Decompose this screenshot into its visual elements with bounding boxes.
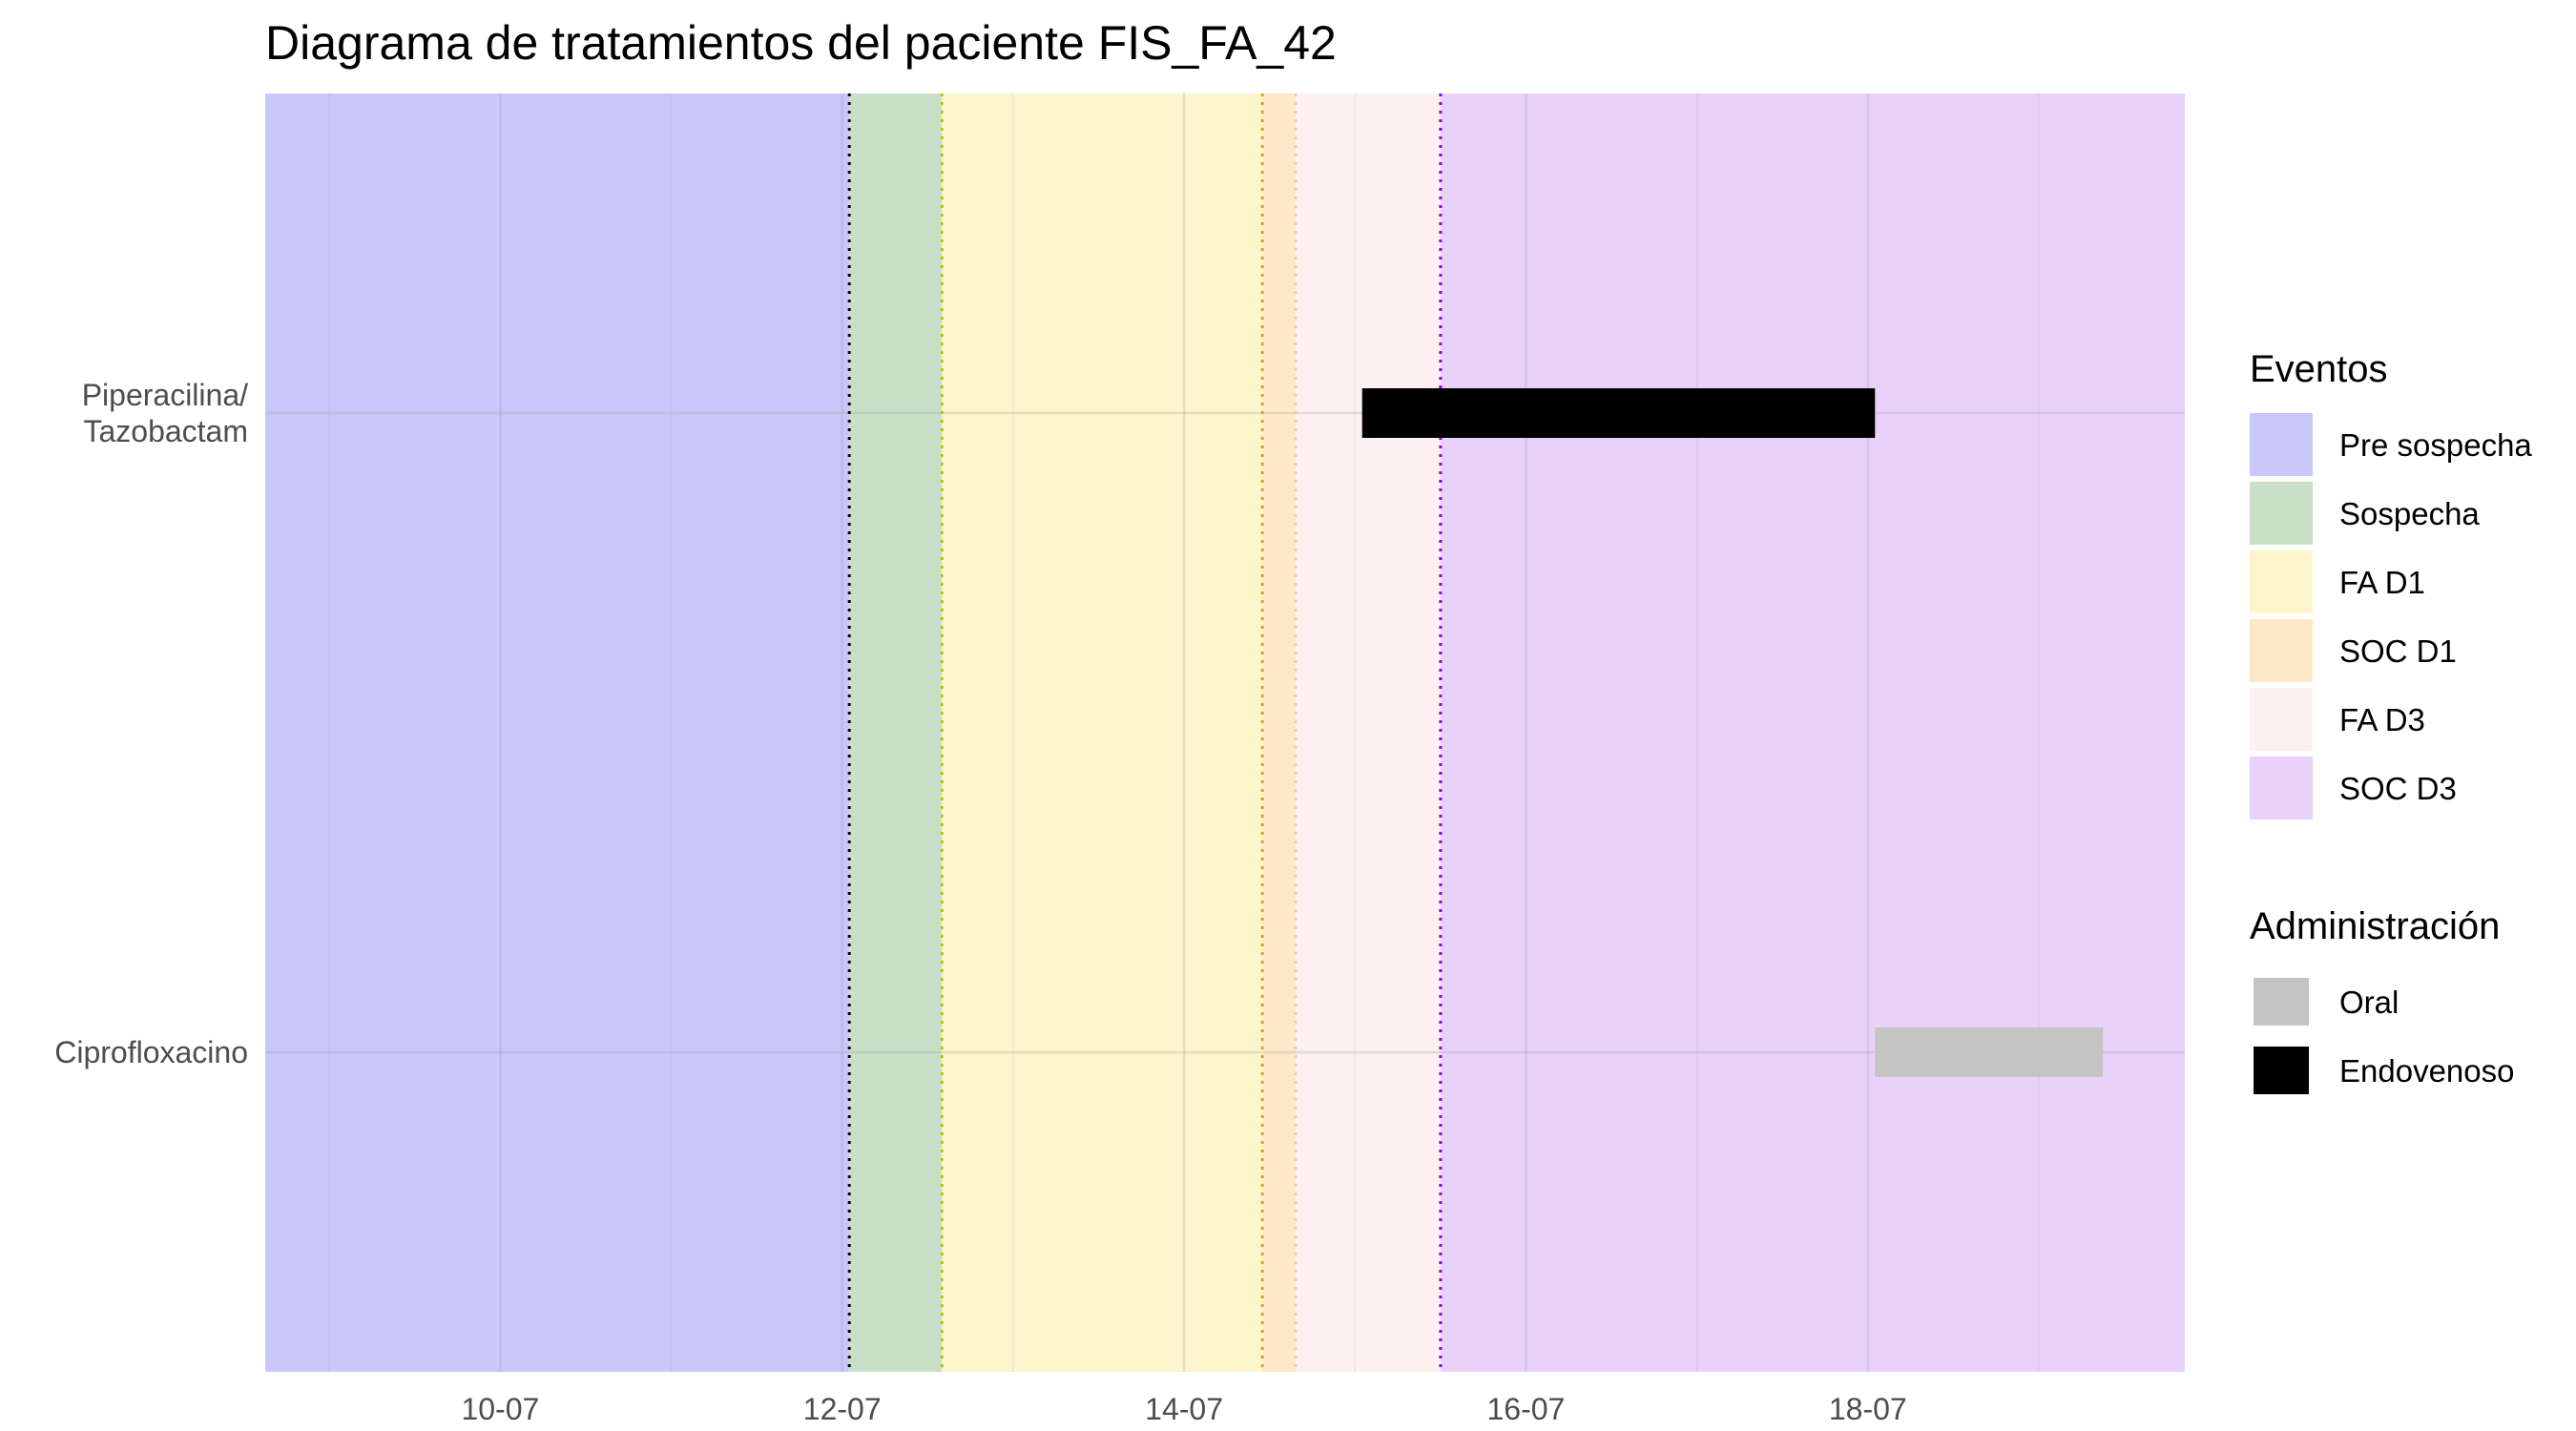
treatment-bar-1: [1875, 1027, 2104, 1077]
legend-title-1: Administración: [2250, 905, 2500, 947]
y-tick-label-1: Ciprofloxacino: [54, 1035, 248, 1069]
event-band-0: [265, 93, 850, 1372]
event-band-2: [942, 93, 1263, 1372]
x-tick-label-4: 18-07: [1829, 1392, 1907, 1426]
event-band-1: [849, 93, 943, 1372]
y-tick-label-0: Piperacilina/Tazobactam: [82, 378, 248, 448]
legend-swatch-0-2: [2250, 550, 2313, 613]
legend-label-0-2: FA D1: [2339, 565, 2425, 600]
legend-swatch-0-0: [2250, 413, 2313, 476]
x-axis-tick-labels: 10-07 12-07 14-07 16-07 18-07: [461, 1392, 1906, 1426]
legend-swatch-0-3: [2250, 619, 2313, 682]
event-band-3: [1262, 93, 1297, 1372]
legend-label-1-0: Oral: [2339, 985, 2399, 1020]
y-axis-tick-labels: Piperacilina/Tazobactam Ciprofloxacino: [54, 378, 248, 1069]
event-period-bands: [265, 93, 2185, 1372]
x-tick-label-2: 14-07: [1145, 1392, 1223, 1426]
legend-swatch-0-5: [2250, 757, 2313, 819]
legend-label-0-4: FA D3: [2339, 702, 2425, 737]
legend-swatch-1-1: [2254, 1047, 2309, 1094]
treatment-bars: [1361, 388, 2104, 1077]
legend-swatch-0-4: [2250, 688, 2313, 751]
x-tick-label-0: 10-07: [461, 1392, 539, 1426]
legend-label-0-3: SOC D1: [2339, 633, 2457, 669]
legend-label-0-5: SOC D3: [2339, 771, 2457, 806]
grid-lines: [265, 93, 2185, 1372]
legend-swatch-0-1: [2250, 482, 2313, 545]
legend-swatch-1-0: [2254, 978, 2309, 1026]
event-marker-lines: [847, 93, 1443, 1372]
x-tick-label-3: 16-07: [1487, 1392, 1566, 1426]
chart-title: Diagrama de tratamientos del paciente FI…: [265, 16, 1337, 70]
treatment-bar-0: [1361, 388, 1876, 438]
legend: Eventos Pre sospecha Sospecha FA D1 SOC D1 FA…: [2250, 348, 2532, 1094]
x-tick-label-1: 12-07: [803, 1392, 882, 1426]
legend-label-0-1: Sospecha: [2339, 496, 2480, 531]
event-band-4: [1296, 93, 1441, 1372]
legend-label-1-1: Endovenoso: [2339, 1053, 2514, 1089]
legend-title-0: Eventos: [2250, 348, 2388, 390]
event-band-5: [1440, 93, 2185, 1372]
legend-label-0-0: Pre sospecha: [2339, 427, 2532, 463]
